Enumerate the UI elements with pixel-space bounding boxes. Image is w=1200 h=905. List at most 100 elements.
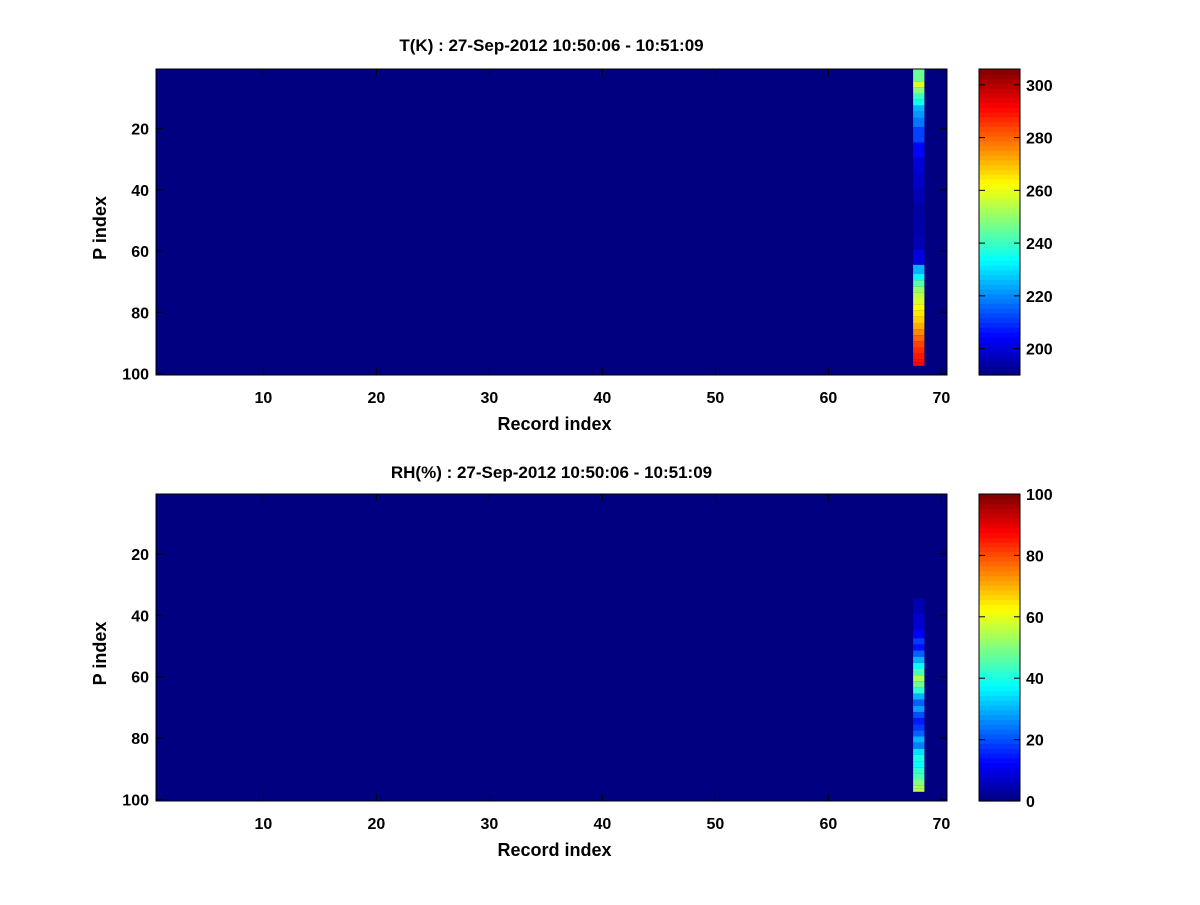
y-tick-label: 100 — [122, 792, 149, 809]
x-axis-label: Record index — [497, 414, 611, 434]
colorbar-segment — [979, 169, 1020, 175]
heatmap-cell — [913, 87, 925, 94]
x-tick-label: 10 — [254, 390, 272, 407]
heatmap-cell — [913, 310, 925, 317]
heatmap-cell — [913, 280, 925, 287]
colorbar-segment — [979, 513, 1020, 519]
heatmap-cell — [913, 773, 925, 780]
colorbar-tick-label: 80 — [1026, 548, 1044, 565]
y-tick-label: 20 — [131, 547, 149, 564]
colorbar-segment — [979, 743, 1020, 749]
heatmap-cell — [913, 347, 925, 354]
colorbar-segment — [979, 690, 1020, 697]
colorbar-segment — [979, 346, 1020, 352]
x-tick-label: 50 — [706, 390, 724, 407]
colorbar-segment — [979, 714, 1020, 721]
colorbar-segment — [979, 159, 1020, 166]
colorbar-segment — [979, 73, 1020, 80]
heatmap-cell — [913, 724, 925, 731]
y-tick-label: 80 — [131, 305, 149, 322]
heatmap-cell — [913, 173, 925, 189]
colorbar-segment — [979, 202, 1020, 209]
colorbar-segment — [979, 150, 1020, 156]
colorbar-segment — [979, 546, 1020, 553]
colorbar-segment — [979, 250, 1020, 257]
colorbar-segment — [979, 183, 1020, 190]
colorbar-segment — [979, 585, 1020, 591]
colorbar-segment — [979, 279, 1020, 285]
x-tick-label: 50 — [706, 816, 724, 833]
chart-title: T(K) : 27-Sep-2012 10:50:06 - 10:51:09 — [399, 36, 703, 55]
colorbar-segment — [979, 131, 1020, 137]
heatmap-cell — [913, 785, 925, 789]
colorbar-segment — [979, 695, 1020, 701]
colorbar-segment — [979, 322, 1020, 328]
colorbar-segment — [979, 360, 1020, 367]
x-tick-label: 40 — [593, 390, 611, 407]
colorbar-segment — [979, 231, 1020, 237]
colorbar-segment — [979, 370, 1020, 376]
colorbar-segment — [979, 729, 1020, 735]
colorbar-segment — [979, 652, 1020, 658]
colorbar-segment — [979, 312, 1020, 319]
colorbar-segment — [979, 637, 1020, 644]
heatmap-cell — [913, 142, 925, 158]
colorbar-segment — [979, 753, 1020, 759]
colorbar-segment — [979, 609, 1020, 615]
colorbar-segment — [979, 207, 1020, 214]
heatmap-cell — [913, 681, 925, 688]
x-tick-label: 30 — [480, 816, 498, 833]
y-tick-label: 100 — [122, 366, 149, 383]
colorbar-segment — [979, 777, 1020, 783]
chart-title: RH(%) : 27-Sep-2012 10:50:06 - 10:51:09 — [391, 463, 712, 482]
heatmap-cell — [913, 111, 925, 118]
colorbar-segment — [979, 700, 1020, 706]
subplot-2: 10 20 30 40 50 60 70 20 40 60 80 100 RH(%) : 27-Sep-… — [90, 463, 1053, 860]
heatmap-cell — [913, 218, 925, 235]
colorbar-segment — [979, 121, 1020, 127]
heatmap-cell — [913, 644, 925, 651]
y-tick-label: 80 — [131, 731, 149, 748]
heatmap-cell — [913, 718, 925, 725]
y-tick-label: 60 — [131, 670, 149, 687]
colorbar-segment — [979, 503, 1020, 509]
colorbar-segment — [979, 236, 1020, 242]
colorbar-segment — [979, 308, 1020, 314]
colorbar-segment — [979, 628, 1020, 634]
colorbar-segment — [979, 767, 1020, 773]
heatmap-cell — [913, 656, 925, 663]
heatmap-cell — [913, 687, 925, 694]
heatmap-cell — [913, 298, 925, 305]
colorbar-segment — [979, 762, 1020, 769]
colorbar-tick-label: 300 — [1026, 78, 1053, 95]
colorbar-segment — [979, 288, 1020, 295]
colorbar-segment — [979, 561, 1020, 567]
colorbar-segment — [979, 724, 1020, 730]
axes-frame — [155, 68, 948, 376]
colorbar-segment — [979, 613, 1020, 620]
heatmap-cell — [913, 754, 925, 762]
colorbar-segment — [979, 365, 1020, 371]
colorbar-segment — [979, 140, 1020, 147]
colorbar-segment — [979, 757, 1020, 764]
heatmap-cell — [913, 736, 925, 743]
colorbar-tick-label: 40 — [1026, 671, 1044, 688]
colorbar-tick-label: 280 — [1026, 131, 1053, 148]
heatmap-cell — [913, 788, 925, 792]
x-tick-label: 20 — [367, 390, 385, 407]
colorbar-segment — [979, 145, 1020, 151]
colorbar-segment — [979, 217, 1020, 223]
colorbar-segment — [979, 599, 1020, 605]
colorbar-segment — [979, 298, 1020, 304]
heatmap-cell — [913, 675, 925, 682]
colorbar-segment — [979, 116, 1020, 123]
colorbar-segment — [979, 676, 1020, 682]
colorbar-segment — [979, 83, 1020, 89]
colorbar-segment — [979, 661, 1020, 668]
heatmap-cell — [913, 359, 925, 363]
colorbar-tick-label: 0 — [1026, 794, 1035, 811]
colorbar-segment — [979, 212, 1020, 218]
colorbar-segment — [979, 666, 1020, 673]
heatmap-cell — [913, 69, 925, 82]
colorbar-segment — [979, 331, 1020, 338]
